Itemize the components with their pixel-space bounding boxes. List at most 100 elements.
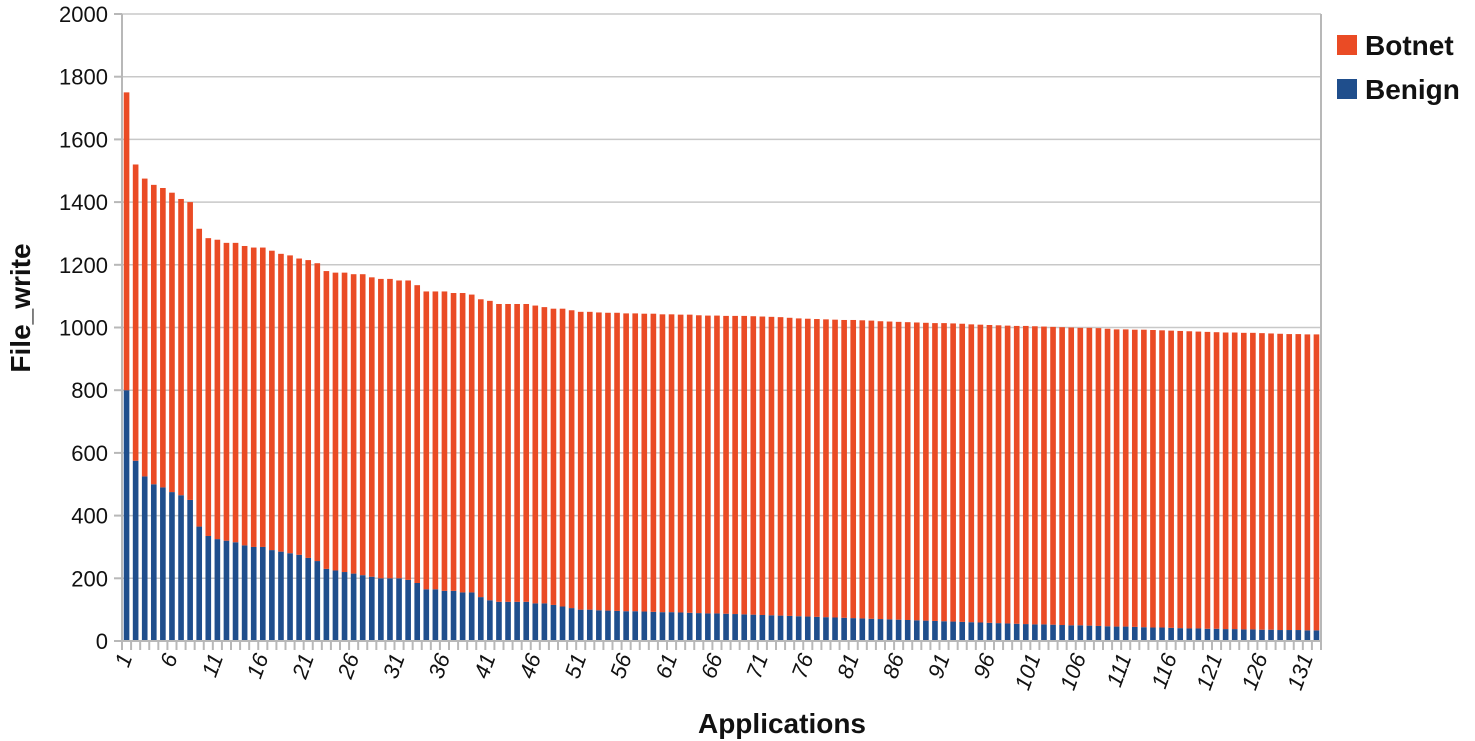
bar-botnet	[705, 315, 711, 614]
bar-botnet	[895, 321, 902, 620]
bar-botnet	[141, 178, 148, 477]
bar-benign	[1068, 625, 1075, 641]
y-tick-label: 400	[71, 504, 108, 529]
bar-benign	[241, 545, 248, 641]
bar-botnet	[396, 280, 402, 579]
bar-benign	[1286, 630, 1293, 641]
bar-botnet	[232, 242, 239, 543]
bar-benign	[723, 613, 729, 641]
bar-benign	[586, 609, 593, 641]
bar-benign	[314, 561, 321, 641]
bar-benign	[368, 576, 375, 641]
bar-botnet	[1077, 327, 1084, 626]
x-tick-label: 81	[832, 650, 864, 682]
bar-botnet	[568, 310, 575, 609]
bar-benign	[359, 575, 366, 641]
bar-benign	[496, 601, 502, 641]
bar-botnet	[514, 303, 520, 602]
bar-botnet	[814, 319, 820, 617]
y-tick-labels: 0 200 400 600 800 1000 1200 1400 1600 1800 2000	[59, 2, 108, 654]
bar-botnet	[904, 322, 911, 620]
bar-benign	[1159, 627, 1165, 641]
x-tick-label: 76	[787, 649, 819, 681]
bar-botnet	[859, 320, 866, 619]
bar-benign	[187, 499, 193, 641]
bar-benign	[450, 590, 457, 641]
bar-benign	[577, 609, 584, 641]
bar-benign	[1240, 629, 1247, 641]
bar-botnet	[759, 316, 766, 615]
bar-benign	[859, 618, 866, 641]
bar-benign	[214, 539, 221, 641]
bar-benign	[259, 546, 266, 641]
bar-botnet	[1277, 333, 1283, 631]
bar-benign	[269, 550, 275, 641]
bar-botnet	[968, 324, 975, 623]
bar-benign	[995, 623, 1002, 641]
bar-botnet	[496, 303, 502, 602]
bar-benign	[786, 615, 793, 641]
bar-botnet	[1131, 329, 1138, 627]
bar-benign	[986, 622, 993, 641]
bar-botnet	[1086, 327, 1093, 626]
bar-benign	[705, 613, 711, 641]
bar-botnet	[314, 263, 321, 562]
bar-benign	[623, 611, 629, 641]
bar-botnet	[505, 303, 511, 602]
bar-benign	[1231, 629, 1238, 641]
bar-benign	[205, 535, 212, 641]
bar-botnet	[1222, 332, 1229, 630]
bar-botnet	[468, 294, 475, 593]
bar-benign	[1086, 625, 1093, 641]
y-tick-label: 1200	[59, 253, 108, 278]
bar-benign	[904, 619, 911, 641]
x-tick-label: 41	[469, 650, 501, 682]
bar-botnet	[605, 312, 611, 611]
bar-benign	[741, 614, 748, 641]
bar-botnet	[487, 300, 493, 601]
x-tick-label: 106	[1055, 649, 1091, 693]
bar-botnet	[1295, 334, 1302, 631]
x-tick-label: 11	[197, 650, 228, 680]
bar-benign	[132, 460, 139, 641]
bar-benign	[886, 619, 893, 641]
x-tick-label: 56	[605, 649, 637, 681]
bars	[123, 92, 1320, 641]
bar-benign	[641, 611, 648, 641]
bar-benign	[332, 570, 339, 641]
bar-botnet	[614, 312, 620, 611]
bar-botnet	[241, 245, 248, 546]
bar-benign	[169, 492, 175, 641]
x-tick-label: 46	[514, 649, 546, 681]
legend-label-botnet: Botnet	[1365, 30, 1454, 61]
y-tick-label: 1400	[59, 190, 108, 215]
bar-botnet	[741, 315, 748, 615]
bar-botnet	[459, 293, 466, 593]
bar-benign	[150, 484, 157, 641]
y-tick-label: 1000	[59, 316, 108, 341]
bar-botnet	[387, 278, 393, 579]
x-tick-label: 61	[650, 650, 682, 682]
bar-botnet	[350, 274, 357, 574]
bar-botnet	[169, 192, 175, 493]
x-tick-label: 6	[155, 649, 183, 670]
bar-botnet	[959, 323, 966, 622]
bar-botnet	[641, 313, 648, 612]
x-tick-label: 116	[1146, 649, 1182, 691]
bar-benign	[223, 540, 230, 641]
bar-botnet	[223, 242, 230, 541]
x-tick-label: 66	[696, 649, 728, 681]
bar-botnet	[1141, 329, 1147, 628]
y-tick-label: 2000	[59, 2, 108, 27]
bar-benign	[632, 611, 639, 641]
bar-botnet	[941, 323, 947, 622]
bar-benign	[1177, 628, 1184, 641]
bar-benign	[1268, 629, 1274, 641]
bar-botnet	[1159, 330, 1165, 628]
bar-benign	[596, 610, 602, 641]
bar-benign	[1295, 630, 1302, 641]
bar-benign	[350, 573, 357, 641]
bar-botnet	[296, 258, 302, 555]
